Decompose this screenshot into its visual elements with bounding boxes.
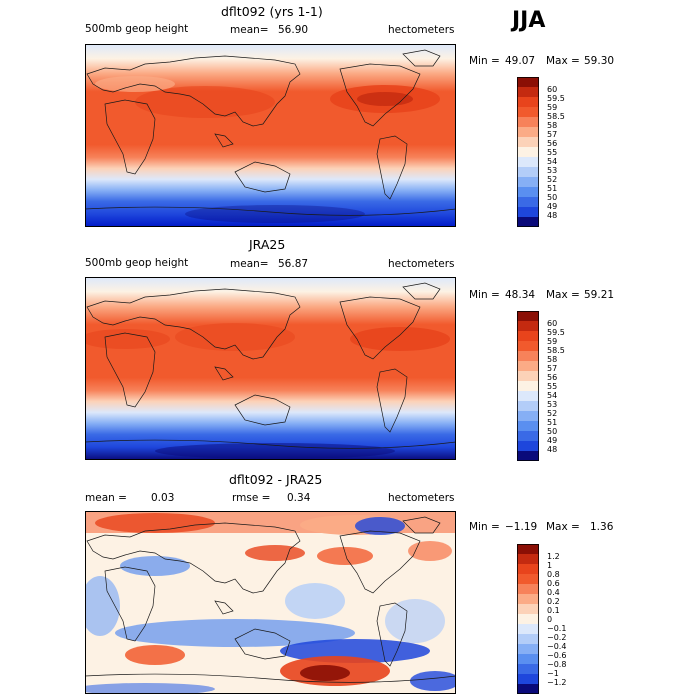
cbar-label: 54 bbox=[547, 157, 558, 166]
cbar-label: 0.8 bbox=[547, 570, 560, 579]
panel3-units: hectometers bbox=[388, 492, 455, 504]
cbar-label: 53 bbox=[547, 166, 558, 175]
panel3-title: dflt092 - JRA25 bbox=[229, 472, 323, 487]
panel2-title: JRA25 bbox=[249, 237, 286, 252]
panel1-map bbox=[85, 44, 456, 227]
cbar-label: 51 bbox=[547, 418, 558, 427]
cbar-label: 48 bbox=[547, 211, 558, 220]
cbar-label: 49 bbox=[547, 436, 558, 445]
panel1-min-label: Min = bbox=[469, 55, 500, 67]
cbar-label: 56 bbox=[547, 373, 558, 382]
cbar-label: 49 bbox=[547, 202, 558, 211]
cbar-label: 60 bbox=[547, 319, 558, 328]
cbar-label: 48 bbox=[547, 445, 558, 454]
panel3-min-value: −1.19 bbox=[505, 521, 538, 533]
panel1-frame bbox=[85, 44, 456, 227]
panel2-field: 500mb geop height bbox=[85, 257, 189, 269]
panel1-mean-label: mean= bbox=[230, 24, 269, 36]
panel2-units: hectometers bbox=[388, 258, 455, 270]
cbar-label: 59 bbox=[547, 337, 558, 346]
panel3-map bbox=[85, 511, 456, 694]
panel2-max-value: 59.21 bbox=[584, 289, 615, 301]
panel1-coastlines bbox=[85, 49, 456, 216]
panel1-units: hectometers bbox=[388, 24, 455, 36]
cbar-label: 1.2 bbox=[547, 552, 560, 561]
panel3-max-value: 1.36 bbox=[590, 521, 614, 533]
cbar-label: 55 bbox=[547, 382, 558, 391]
panel2-max-label: Max = bbox=[546, 289, 580, 301]
panel3-colorbar bbox=[517, 544, 539, 694]
cbar-label: 0.2 bbox=[547, 597, 560, 606]
cbar-label: 57 bbox=[547, 130, 558, 139]
cbar-label: 57 bbox=[547, 364, 558, 373]
cbar-label: 0.4 bbox=[547, 588, 560, 597]
season-label: JJA bbox=[512, 8, 546, 33]
cbar-label: 50 bbox=[547, 427, 558, 436]
panel2-colorbar-labels: 60 59.5 59 58.5 58 57 56 55 54 53 52 51 … bbox=[547, 319, 565, 454]
panel1-field-fill bbox=[85, 44, 456, 227]
panel2-colorbar bbox=[517, 311, 539, 461]
cbar-label: 1 bbox=[547, 561, 553, 570]
panel1-field: 500mb geop height bbox=[85, 23, 189, 35]
panel3-rmse-value: 0.34 bbox=[287, 492, 311, 504]
panel3-colorbar-swatches bbox=[517, 544, 539, 694]
cbar-label: 58 bbox=[547, 121, 558, 130]
panel3-coastlines bbox=[85, 516, 456, 683]
panel1-max-value: 59.30 bbox=[584, 55, 615, 67]
cbar-label: 59 bbox=[547, 103, 558, 112]
panel2-min-value: 48.34 bbox=[505, 289, 536, 301]
panel3-mean-label: mean = bbox=[85, 492, 127, 504]
cbar-label: −0.8 bbox=[547, 660, 567, 669]
cbar-label: 52 bbox=[547, 175, 558, 184]
cbar-label: −0.4 bbox=[547, 642, 567, 651]
cbar-label: 52 bbox=[547, 409, 558, 418]
cbar-label: 59.5 bbox=[547, 94, 565, 103]
cbar-label: 58.5 bbox=[547, 346, 565, 355]
panel3-mean-value: 0.03 bbox=[151, 492, 175, 504]
panel3-colorbar-labels: 1.2 1 0.8 0.6 0.4 0.2 0.1 0 −0.1 −0.2 −0… bbox=[547, 552, 566, 687]
panel3-rmse-label: rmse = bbox=[232, 492, 271, 504]
cbar-label: 58 bbox=[547, 355, 558, 364]
panel1-colorbar bbox=[517, 77, 539, 227]
cbar-label: 54 bbox=[547, 391, 558, 400]
cbar-label: 51 bbox=[547, 184, 558, 193]
cbar-label: 0.1 bbox=[547, 606, 560, 615]
cbar-label: −1 bbox=[547, 669, 559, 678]
cbar-label: 0.6 bbox=[547, 579, 560, 588]
panel1-max-label: Max = bbox=[546, 55, 580, 67]
cbar-label: −1.2 bbox=[547, 678, 567, 687]
panel2-mean-value: 56.87 bbox=[278, 258, 309, 270]
cbar-label: −0.1 bbox=[547, 624, 567, 633]
cbar-label: 60 bbox=[547, 85, 558, 94]
cbar-label: 50 bbox=[547, 193, 558, 202]
cbar-label: 0 bbox=[547, 615, 553, 624]
cbar-label: 55 bbox=[547, 148, 558, 157]
panel1-mean-value: 56.90 bbox=[278, 24, 309, 36]
panel2-colorbar-swatches bbox=[517, 311, 539, 461]
panel3-frame bbox=[85, 511, 456, 694]
panel1-colorbar-swatches bbox=[517, 77, 539, 227]
cbar-label: 59.5 bbox=[547, 328, 565, 337]
cbar-label: 56 bbox=[547, 139, 558, 148]
panel2-field-fill bbox=[85, 277, 456, 460]
panel2-map bbox=[85, 277, 456, 460]
panel2-min-label: Min = bbox=[469, 289, 500, 301]
panel1-min-value: 49.07 bbox=[505, 55, 536, 67]
panel2-coastlines bbox=[85, 282, 456, 449]
panel2-frame bbox=[85, 277, 456, 460]
cbar-label: 53 bbox=[547, 400, 558, 409]
panel3-min-label: Min = bbox=[469, 521, 500, 533]
cbar-label: −0.6 bbox=[547, 651, 567, 660]
panel1-colorbar-labels: 60 59.5 59 58.5 58 57 56 55 54 53 52 51 … bbox=[547, 85, 565, 220]
cbar-label: 58.5 bbox=[547, 112, 565, 121]
cbar-label: −0.2 bbox=[547, 633, 567, 642]
panel2-mean-label: mean= bbox=[230, 258, 269, 270]
panel3-max-label: Max = bbox=[546, 521, 580, 533]
panel1-title: dflt092 (yrs 1-1) bbox=[221, 4, 323, 19]
